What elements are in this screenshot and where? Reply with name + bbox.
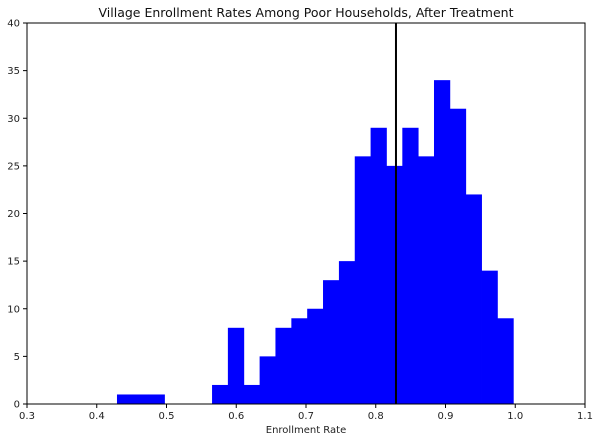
y-tick-label: 15	[7, 257, 20, 268]
histogram-bar	[227, 327, 245, 404]
y-tick-label: 20	[7, 209, 20, 220]
x-tick-label: 0.6	[228, 411, 244, 422]
histogram-bar	[323, 280, 340, 404]
histogram-bar	[497, 318, 514, 404]
y-tick-label: 25	[7, 161, 20, 172]
histogram-bar	[259, 356, 276, 404]
x-tick-label: 0.4	[89, 411, 105, 422]
x-axis-label: Enrollment Rate	[266, 425, 346, 436]
x-tick-label: 0.5	[159, 411, 175, 422]
histogram-bar	[418, 156, 435, 404]
x-tick-label: 0.7	[298, 411, 314, 422]
bars-group	[116, 80, 514, 405]
histogram-bar	[116, 394, 134, 404]
histogram-bar	[402, 127, 419, 405]
x-tick-label: 0.8	[368, 411, 384, 422]
histogram-bar	[449, 108, 467, 404]
chart-title: Village Enrollment Rates Among Poor Hous…	[99, 5, 514, 20]
y-axis: 0 5 10 15 20 25 30 35 40	[7, 19, 27, 411]
histogram-bar	[338, 261, 356, 404]
histogram-bar	[481, 270, 498, 404]
y-tick-label: 30	[7, 114, 20, 125]
histogram-bar	[354, 156, 371, 404]
x-tick-label: 0.9	[438, 411, 454, 422]
histogram-bar	[132, 394, 150, 404]
histogram-bar	[386, 165, 403, 404]
y-tick-label: 35	[7, 66, 20, 77]
x-tick-label: 0.3	[19, 411, 35, 422]
y-tick-label: 5	[14, 352, 20, 363]
histogram-bar	[148, 394, 165, 404]
histogram-bar	[243, 384, 261, 404]
histogram-bar	[291, 318, 308, 404]
y-tick-label: 0	[14, 400, 20, 411]
histogram-bar	[307, 308, 324, 404]
histogram-bar	[433, 80, 451, 405]
histogram-bar	[212, 384, 229, 404]
histogram-bar	[370, 127, 387, 405]
y-tick-label: 40	[7, 19, 20, 30]
y-tick-label: 10	[7, 304, 20, 315]
histogram-bar	[275, 327, 292, 404]
x-tick-label: 1.0	[507, 411, 523, 422]
x-axis: 0.3 0.4 0.5 0.6 0.7 0.8 0.9 1.0 1.1	[19, 404, 593, 422]
x-tick-label: 1.1	[577, 411, 593, 422]
histogram-bar	[465, 194, 482, 404]
